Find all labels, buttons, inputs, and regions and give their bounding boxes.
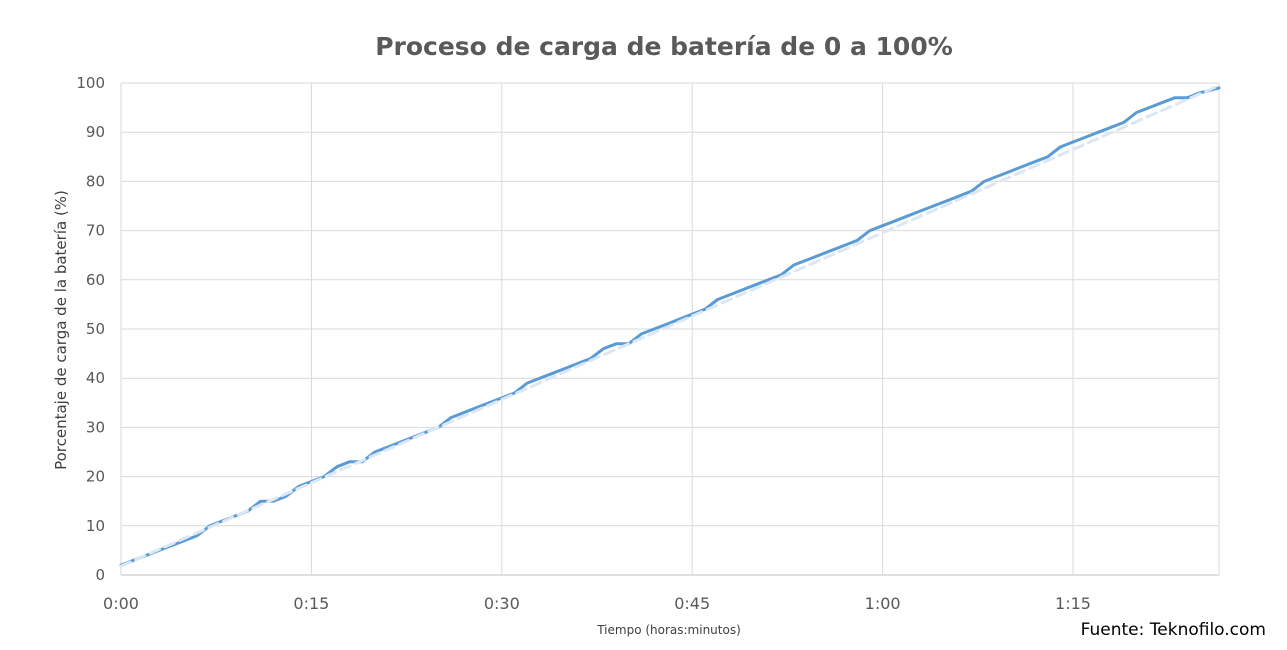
y-axis-ticks: 0 10 20 30 40 50 60 70 80 90 100 (76, 74, 105, 584)
y-tick-label: 70 (86, 222, 105, 240)
source-credit: Fuente: Teknofilo.com (1081, 620, 1266, 640)
trendline-dashed (119, 84, 1221, 568)
y-tick-label: 30 (86, 418, 105, 436)
x-tick-label: 0:00 (103, 594, 139, 613)
y-tick-label: 90 (86, 123, 105, 141)
x-tick-label: 0:45 (674, 594, 710, 613)
series-layer (119, 84, 1221, 568)
y-tick-label: 50 (86, 320, 105, 338)
chart-title: Proceso de carga de batería de 0 a 100% (375, 32, 953, 61)
y-tick-label: 80 (86, 172, 105, 190)
x-tick-label: 0:30 (484, 594, 520, 613)
x-tick-label: 0:15 (293, 594, 329, 613)
y-tick-label: 20 (86, 468, 105, 486)
y-axis-label: Porcentaje de carga de la batería (%) (52, 190, 70, 470)
gridlines (120, 82, 1220, 576)
y-tick-label: 40 (86, 369, 105, 387)
y-tick-label: 100 (76, 74, 105, 92)
x-tick-label: 1:15 (1055, 594, 1091, 613)
series-line-battery-charge (119, 86, 1221, 567)
x-axis-label: Tiempo (horas:minutos) (596, 623, 741, 637)
y-tick-label: 0 (95, 566, 105, 584)
x-tick-label: 1:00 (865, 594, 901, 613)
y-tick-label: 60 (86, 271, 105, 289)
x-axis-ticks: 0:00 0:15 0:30 0:45 1:00 1:15 (103, 594, 1091, 613)
y-tick-label: 10 (86, 517, 105, 535)
